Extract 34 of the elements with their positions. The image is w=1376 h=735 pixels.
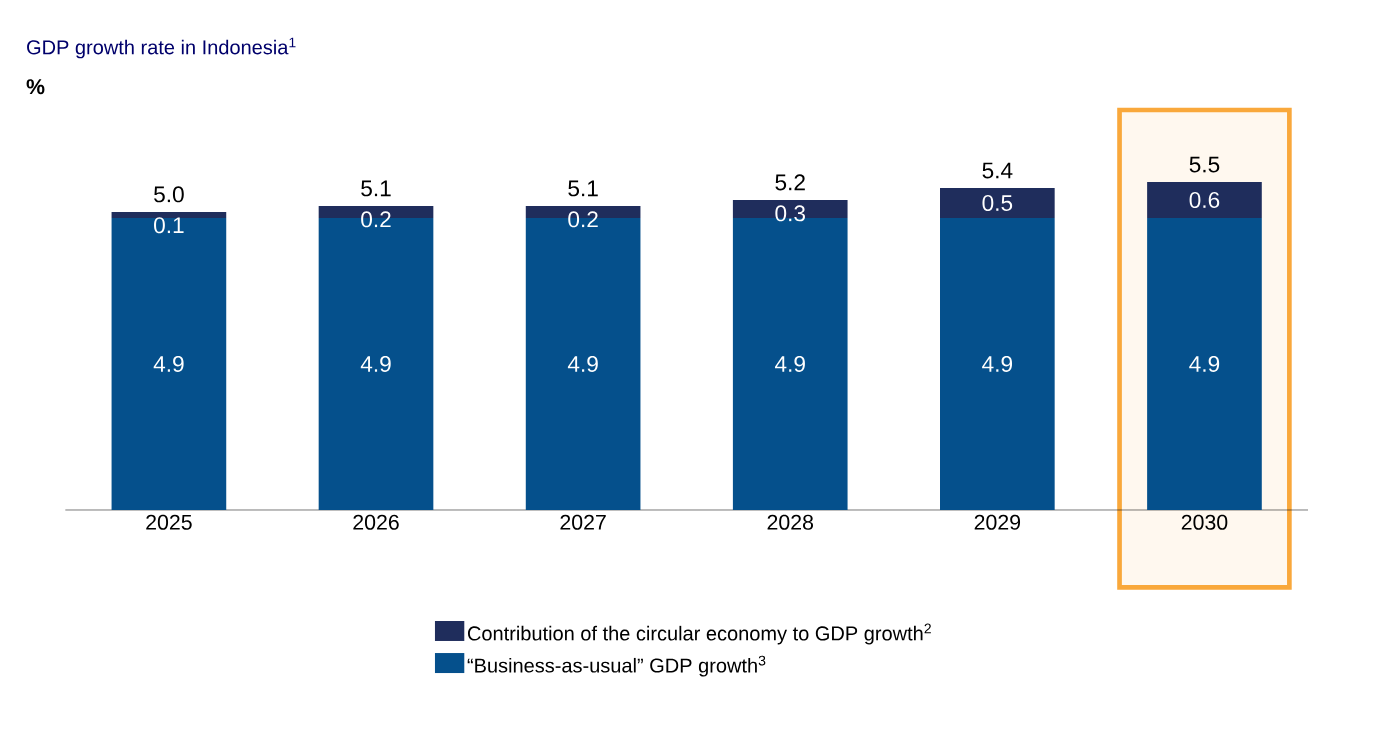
data-label: 0.3 bbox=[775, 205, 805, 222]
data-label: 0.1 bbox=[154, 217, 184, 234]
total-label: 5.2 bbox=[775, 174, 805, 191]
x-tick-label: 2025 bbox=[146, 514, 192, 530]
x-tick-label: 2029 bbox=[974, 514, 1021, 530]
data-label: 0.6 bbox=[1189, 192, 1220, 209]
x-tick-label: 2030 bbox=[1181, 514, 1228, 530]
bar bbox=[940, 188, 1055, 219]
chart-title: GDP growth rate in Indonesia$^{1}$ bbox=[27, 37, 296, 59]
data-label: 4.9 bbox=[982, 356, 1013, 373]
total-label: 5.5 bbox=[1189, 156, 1220, 173]
data-label: 0.2 bbox=[568, 211, 598, 228]
x-tick-label: 2026 bbox=[353, 514, 399, 530]
total-label: 5.4 bbox=[982, 162, 1013, 179]
data-label: 4.9 bbox=[775, 356, 805, 373]
x-tick-label: 2028 bbox=[767, 514, 814, 530]
total-label: 5.0 bbox=[154, 186, 184, 203]
total-label: 5.1 bbox=[361, 180, 391, 197]
bar bbox=[1147, 182, 1262, 219]
total-label: 5.1 bbox=[568, 180, 598, 197]
data-label: 0.5 bbox=[982, 195, 1013, 212]
data-label: 4.9 bbox=[153, 356, 184, 373]
bar bbox=[940, 218, 1055, 511]
data-label: 4.9 bbox=[1189, 356, 1220, 373]
bar bbox=[1147, 218, 1262, 511]
x-tick-label: 2027 bbox=[560, 514, 606, 530]
legend-label: “Business-as-usual” GDP growth$^{3}$ bbox=[467, 655, 766, 677]
bar bbox=[111, 212, 227, 219]
data-label: 4.9 bbox=[567, 356, 598, 373]
bar bbox=[111, 218, 227, 511]
legend-label: Contribution of the circular economy to GDP growth$^{2}$ bbox=[467, 623, 931, 645]
y-axis-title: % bbox=[26, 79, 45, 95]
data-label: 0.2 bbox=[361, 211, 391, 228]
data-label: 4.9 bbox=[360, 356, 391, 373]
